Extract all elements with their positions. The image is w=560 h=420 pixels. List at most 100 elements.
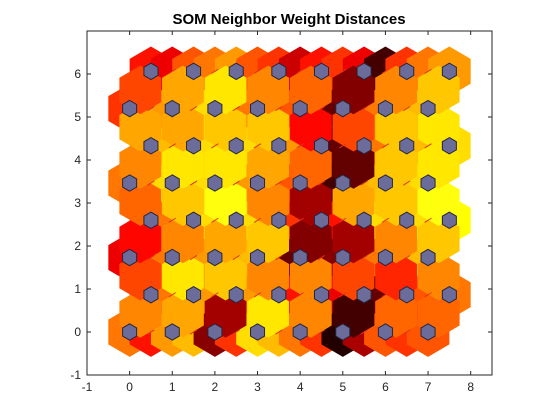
neuron (356, 62, 372, 81)
neuron (164, 99, 180, 118)
distance-marker (296, 143, 304, 149)
neuron (186, 137, 202, 155)
neuron (250, 99, 266, 118)
distance-marker (317, 329, 326, 335)
distance-marker (317, 254, 326, 261)
x-tick-label: 3 (254, 380, 261, 394)
distance-marker (339, 217, 347, 223)
neuron (377, 323, 393, 341)
x-tick-label: 5 (339, 380, 346, 394)
distance-marker (275, 329, 283, 335)
neuron (420, 99, 436, 118)
distance-marker (211, 292, 219, 298)
distance-marker (296, 68, 304, 74)
distance-marker (403, 180, 411, 186)
distance-marker (189, 329, 198, 335)
x-tick-label: 8 (467, 380, 474, 394)
distance-marker (360, 329, 368, 335)
neuron (271, 137, 287, 155)
neuron (292, 248, 308, 267)
neuron (228, 211, 244, 230)
x-tick-label: 7 (425, 380, 432, 394)
distance-marker (232, 254, 240, 261)
neuron (207, 323, 223, 341)
distance-marker (168, 292, 176, 298)
neuron (250, 248, 266, 267)
neuron (313, 211, 329, 230)
distance-marker (168, 217, 176, 223)
neuron (164, 174, 180, 192)
distance-marker (360, 180, 368, 186)
neuron (143, 286, 159, 304)
distance-marker (424, 143, 432, 149)
neuron (207, 99, 223, 118)
distance-marker (403, 329, 411, 335)
distance-marker (296, 292, 304, 298)
neuron (420, 248, 436, 267)
distance-marker (147, 105, 155, 112)
y-tick-label: 5 (74, 110, 81, 124)
y-tick-label: 3 (74, 196, 81, 210)
neuron (292, 323, 308, 341)
neuron (271, 62, 287, 81)
neuron (335, 174, 351, 192)
neuron (122, 248, 138, 267)
y-axis-ticks: -1 0 1 2 3 4 5 6 (70, 67, 492, 382)
neuron (228, 62, 244, 81)
neuron (122, 323, 138, 341)
neuron (228, 137, 244, 155)
neuron (292, 174, 308, 192)
neuron (356, 211, 372, 230)
neurons (122, 62, 457, 341)
x-tick-label: -1 (82, 380, 93, 394)
neuron (313, 62, 329, 81)
neuron (186, 286, 202, 304)
x-tick-label: 4 (297, 380, 304, 394)
y-tick-label: -1 (70, 368, 81, 382)
x-axis-ticks: -1 0 1 2 3 4 5 6 7 8 (82, 31, 474, 394)
distance-marker (360, 254, 368, 261)
x-tick-label: 6 (382, 380, 389, 394)
distance-marker (253, 68, 262, 74)
neuron (164, 248, 180, 267)
distance-marker (424, 292, 432, 298)
y-tick-label: 4 (74, 153, 81, 167)
distance-marker (339, 68, 347, 74)
distance-marker (275, 254, 283, 261)
neuron (271, 286, 287, 304)
distance-marker (211, 217, 219, 223)
neuron (271, 211, 287, 230)
neuron (441, 62, 457, 81)
neuron (143, 137, 159, 155)
distance-marker (211, 68, 219, 74)
neuron (313, 286, 329, 304)
distance-marker (147, 329, 155, 335)
neuron (335, 248, 351, 267)
distance-marker (253, 292, 262, 298)
neuron (377, 99, 393, 118)
y-tick-label: 6 (74, 67, 81, 81)
neuron (356, 286, 372, 304)
distance-marker (232, 180, 240, 186)
neuron (207, 174, 223, 192)
chart-title: SOM Neighbor Weight Distances (172, 11, 405, 28)
distance-marker (403, 254, 411, 261)
distance-marker (275, 105, 283, 112)
distance-marker (189, 180, 198, 186)
neuron (250, 323, 266, 341)
distance-marker (381, 217, 390, 223)
neuron (377, 248, 393, 267)
distance-marker (232, 329, 240, 335)
distance-marker (168, 143, 176, 149)
neuron (377, 174, 393, 192)
neuron (250, 174, 266, 192)
neuron (186, 211, 202, 230)
neuron (441, 137, 457, 155)
neuron (441, 211, 457, 230)
distance-marker (381, 68, 390, 74)
distance-marker (253, 217, 262, 223)
y-tick-label: 2 (74, 239, 81, 253)
neuron (335, 99, 351, 118)
